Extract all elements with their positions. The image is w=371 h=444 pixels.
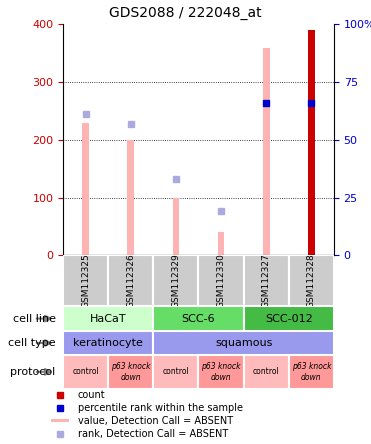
Bar [63,355,108,388]
Text: p63 knock
down: p63 knock down [292,362,331,381]
Bar [198,355,244,388]
Text: rank, Detection Call = ABSENT: rank, Detection Call = ABSENT [78,429,228,439]
Text: GDS2088 / 222048_at: GDS2088 / 222048_at [109,6,262,20]
Text: SCC-6: SCC-6 [182,313,215,324]
Text: cell line: cell line [13,313,56,324]
Bar [153,331,334,355]
Bar [263,48,270,255]
Text: control: control [162,367,189,377]
Bar [244,355,289,388]
Text: control: control [253,367,280,377]
Bar [244,255,289,306]
Text: GSM112327: GSM112327 [262,254,271,308]
Text: percentile rank within the sample: percentile rank within the sample [78,403,243,413]
Bar [82,123,89,255]
Bar [127,140,134,255]
Text: protocol: protocol [10,367,56,377]
Text: GSM112328: GSM112328 [307,254,316,308]
Text: keratinocyte: keratinocyte [73,338,143,348]
Text: squamous: squamous [215,338,272,348]
Bar [289,355,334,388]
Text: GSM112326: GSM112326 [126,254,135,308]
Text: p63 knock
down: p63 knock down [201,362,241,381]
Text: cell type: cell type [8,338,56,348]
Bar [308,30,315,255]
Text: GSM112329: GSM112329 [171,254,180,308]
Bar [108,355,153,388]
Bar [153,255,198,306]
Text: p63 knock
down: p63 knock down [111,362,151,381]
Bar [108,255,153,306]
Text: GSM112325: GSM112325 [81,254,90,308]
Bar [198,255,244,306]
Bar [218,232,224,255]
Text: control: control [72,367,99,377]
Bar [63,331,153,355]
Bar [63,255,108,306]
Text: value, Detection Call = ABSENT: value, Detection Call = ABSENT [78,416,233,426]
Bar [153,355,198,388]
Text: HaCaT: HaCaT [90,313,127,324]
Bar [51,419,69,422]
Bar [63,306,153,331]
Bar [153,306,244,331]
Bar [244,306,334,331]
Text: SCC-012: SCC-012 [265,313,313,324]
Bar [289,255,334,306]
Bar [173,198,179,255]
Text: count: count [78,390,105,400]
Text: GSM112330: GSM112330 [217,254,226,308]
